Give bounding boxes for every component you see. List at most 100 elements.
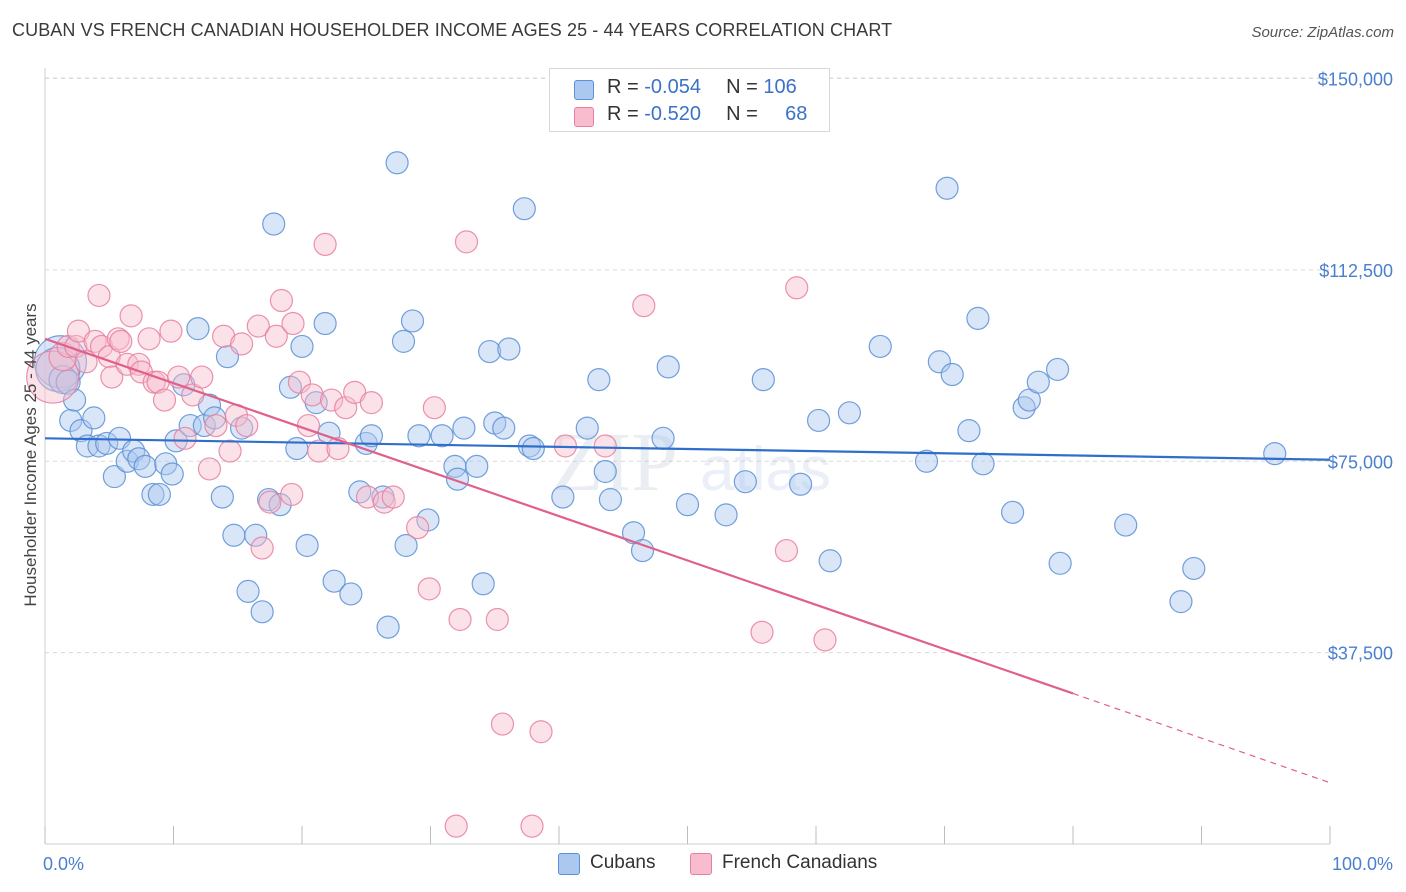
legend-r-value: -0.520	[644, 103, 701, 125]
french-canadians-point	[343, 380, 367, 404]
french-canadians-point	[529, 720, 553, 744]
cubans-point	[147, 482, 171, 507]
cubans-point	[512, 197, 536, 221]
cubans-point	[95, 431, 119, 456]
legend-n-value: 68	[785, 103, 808, 125]
cubans-point	[630, 538, 655, 563]
french-canadians-swatch	[690, 853, 712, 875]
cubans-point	[788, 472, 813, 496]
cubans-point	[290, 334, 314, 359]
french-canadians-swatch	[574, 107, 594, 127]
grid-layer	[45, 77, 1330, 654]
french-canadians-point	[74, 350, 98, 374]
cubans-point	[598, 487, 623, 512]
cubans-point	[868, 334, 892, 359]
french-canadians-point	[632, 294, 656, 318]
cubans-point	[244, 523, 268, 547]
french-canadians-point	[173, 426, 197, 450]
cubans-point	[1026, 370, 1050, 394]
cubans-point	[927, 350, 951, 374]
legend-r-label: R =	[607, 76, 645, 98]
french-canadians-point	[307, 439, 331, 463]
french-canadians-point	[785, 276, 809, 300]
stats-legend: R = -0.054 N = 106 R = -0.520 N = 68	[549, 68, 830, 132]
cubans-point	[465, 454, 489, 478]
french-canadians-point	[490, 712, 515, 736]
french-canadians-point	[750, 620, 774, 644]
cubans-point	[178, 413, 202, 438]
cubans-point	[133, 454, 157, 478]
french-canadians-point	[218, 439, 242, 463]
french-canadians-trend-extension	[1072, 692, 1331, 784]
cubans-point	[391, 329, 416, 353]
french-canadians-point	[264, 324, 288, 348]
french-canadians-point	[300, 383, 324, 407]
cubans-point	[733, 470, 757, 494]
labels-layer: $37,500 $75,000 $112,500 $150,000 0.0% 100.0%…	[21, 70, 1393, 874]
cubans-point	[940, 362, 964, 387]
cubans-point	[837, 401, 862, 425]
x-tick-label-max: 100.0%	[1332, 854, 1393, 874]
x-tick-label-min: 0.0%	[43, 854, 84, 874]
y-tick-label: $112,500	[1319, 261, 1393, 281]
french-canadians-point	[137, 327, 161, 351]
cubans-point	[407, 424, 431, 448]
french-canadians-point	[258, 490, 282, 514]
french-canadians-label: French Canadians	[722, 852, 878, 873]
french-canadians-point	[359, 390, 383, 415]
cubans-point	[656, 355, 680, 379]
cubans-trend-line	[44, 437, 1331, 461]
watermark-atlas: atlas	[700, 435, 831, 504]
cubans-point	[1048, 551, 1072, 575]
french-canadians-point	[334, 396, 358, 420]
cubans-point	[222, 523, 246, 547]
cubans-point	[82, 406, 106, 430]
chart-title: CUBAN VS FRENCH CANADIAN HOUSEHOLDER INC…	[12, 20, 893, 40]
cubans-point	[141, 482, 165, 507]
cubans-point	[385, 151, 409, 175]
cubans-point	[127, 447, 151, 471]
cubans-point	[376, 615, 400, 639]
cubans-point	[339, 582, 363, 606]
cubans-point	[935, 176, 959, 200]
cubans-swatch	[574, 80, 594, 100]
cubans-swatch	[558, 853, 580, 875]
cubans-point	[186, 316, 210, 341]
cubans-point	[492, 416, 516, 440]
cubans-point	[714, 503, 738, 527]
cubans-point	[359, 424, 383, 448]
french-canadians-point	[87, 283, 111, 308]
cubans-point	[1169, 590, 1193, 614]
french-canadians-point	[454, 230, 479, 254]
cubans-point	[236, 579, 260, 604]
cubans-point	[445, 467, 470, 491]
cubans-point	[818, 549, 842, 573]
cubans-point	[914, 449, 939, 473]
cubans-point	[59, 408, 83, 433]
french-canadians-point	[313, 232, 337, 256]
french-canadians-point	[152, 388, 177, 412]
y-tick-label: $75,000	[1328, 452, 1393, 472]
cubans-point	[210, 485, 234, 509]
cubans-point	[313, 311, 337, 336]
trend-layer	[44, 337, 1331, 784]
legend-r-label: R =	[607, 103, 645, 125]
y-tick-label: $150,000	[1318, 70, 1393, 90]
cubans-point	[322, 569, 346, 593]
cubans-point	[593, 459, 617, 484]
cubans-point	[1001, 500, 1025, 524]
french-canadians-point	[287, 370, 312, 394]
cubans-point	[400, 309, 425, 333]
cubans-point	[160, 462, 184, 486]
legend-n-label: N =	[726, 103, 764, 125]
axes-layer	[44, 68, 1331, 845]
french-canadians-point	[246, 314, 270, 338]
french-canadians-trend-line	[44, 337, 1074, 695]
french-canadians-point	[119, 304, 143, 328]
cubans-point	[250, 600, 274, 624]
french-canadians-point	[422, 396, 446, 420]
cubans-point	[430, 424, 454, 448]
french-canadians-point	[250, 536, 274, 560]
french-canadians-point	[100, 365, 124, 389]
french-canadians-point	[813, 628, 837, 652]
